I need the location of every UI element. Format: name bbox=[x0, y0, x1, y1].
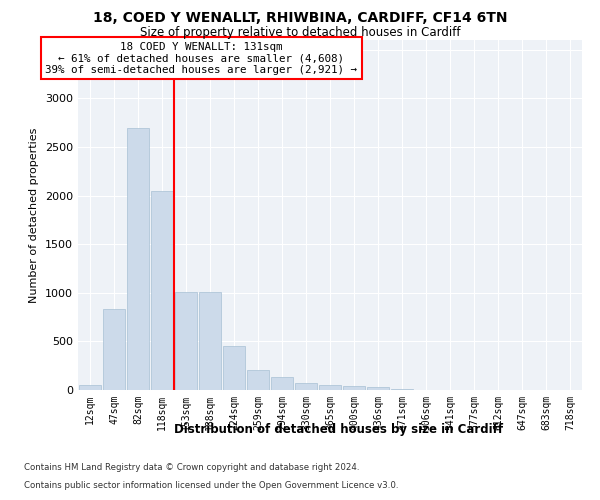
Bar bbox=[367, 387, 389, 390]
Bar bbox=[223, 346, 245, 390]
Text: Size of property relative to detached houses in Cardiff: Size of property relative to detached ho… bbox=[140, 26, 460, 39]
Bar bbox=[199, 292, 221, 390]
Text: 18, COED Y WENALLT, RHIWBINA, CARDIFF, CF14 6TN: 18, COED Y WENALLT, RHIWBINA, CARDIFF, C… bbox=[93, 11, 507, 25]
Text: Contains public sector information licensed under the Open Government Licence v3: Contains public sector information licen… bbox=[24, 481, 398, 490]
Bar bbox=[391, 389, 413, 390]
Text: Distribution of detached houses by size in Cardiff: Distribution of detached houses by size … bbox=[175, 422, 503, 436]
Bar bbox=[79, 385, 101, 390]
Bar bbox=[271, 378, 293, 390]
Bar bbox=[247, 370, 269, 390]
Y-axis label: Number of detached properties: Number of detached properties bbox=[29, 128, 40, 302]
Bar bbox=[295, 382, 317, 390]
Bar bbox=[127, 128, 149, 390]
Text: Contains HM Land Registry data © Crown copyright and database right 2024.: Contains HM Land Registry data © Crown c… bbox=[24, 464, 359, 472]
Bar bbox=[103, 310, 125, 390]
Bar bbox=[343, 386, 365, 390]
Bar bbox=[319, 384, 341, 390]
Text: 18 COED Y WENALLT: 131sqm
← 61% of detached houses are smaller (4,608)
39% of se: 18 COED Y WENALLT: 131sqm ← 61% of detac… bbox=[46, 42, 358, 75]
Bar bbox=[175, 292, 197, 390]
Bar bbox=[151, 190, 173, 390]
